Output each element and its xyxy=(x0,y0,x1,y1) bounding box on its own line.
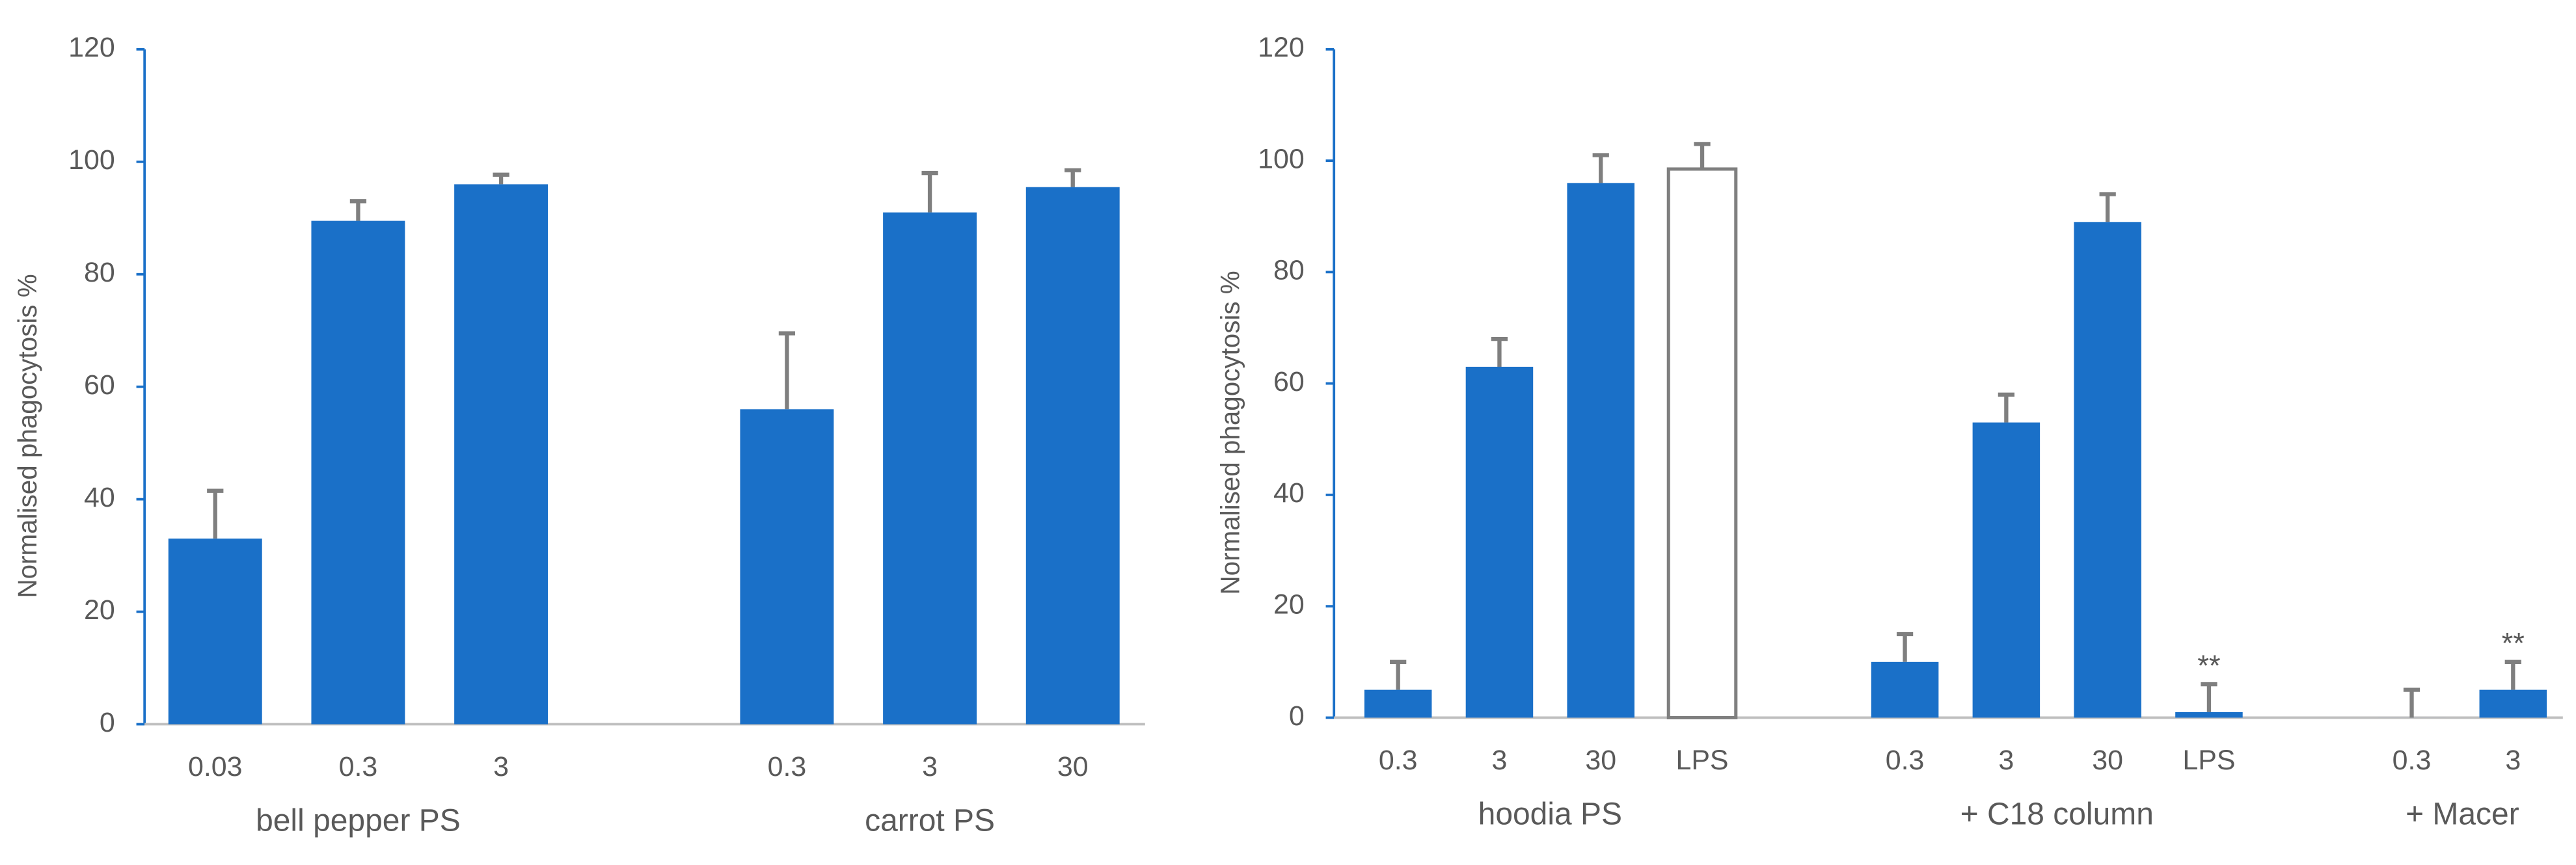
bar xyxy=(1465,366,1534,718)
bar xyxy=(454,184,549,725)
x-tick-label: 3 xyxy=(922,751,938,782)
group-label: + C18 column xyxy=(1960,797,2154,832)
group-label: hoodia PS xyxy=(1478,797,1622,832)
x-tick-label: 3 xyxy=(1492,745,1508,776)
group-label: + Macer xyxy=(2406,797,2519,832)
y-tick-label: 0 xyxy=(1289,700,1305,732)
y-tick-label: 0 xyxy=(100,707,115,738)
x-tick-label: 0.3 xyxy=(1886,745,1925,776)
y-tick-label: 100 xyxy=(1258,143,1305,174)
x-tick-label: 0.3 xyxy=(768,751,807,782)
bar xyxy=(311,220,405,725)
bar xyxy=(1025,187,1120,725)
x-tick-label: 30 xyxy=(2092,745,2123,776)
x-tick-label: 3 xyxy=(2505,745,2521,776)
group-label: bell pepper PS xyxy=(256,804,461,838)
bar xyxy=(883,212,977,725)
x-tick-label: 0.03 xyxy=(188,751,243,782)
y-tick-label: 40 xyxy=(1273,477,1305,509)
y-tick-label: 20 xyxy=(84,594,115,626)
x-tick-label: 3 xyxy=(493,751,509,782)
x-tick-label: 3 xyxy=(1998,745,2014,776)
y-tick-label: 60 xyxy=(1273,366,1305,397)
y-axis-label: Normalised phagocytosis % xyxy=(1215,271,1245,594)
x-tick-label: 30 xyxy=(1057,751,1089,782)
y-tick-label: 100 xyxy=(68,144,115,176)
bar xyxy=(1567,183,1634,718)
x-tick-label: LPS xyxy=(2182,745,2235,776)
x-tick-label: 0.3 xyxy=(339,751,378,782)
y-tick-label: 120 xyxy=(1258,32,1305,63)
bar xyxy=(1666,167,1738,719)
bar xyxy=(740,409,834,725)
bar xyxy=(1364,689,1432,718)
y-axis-label: Normalised phagocytosis % xyxy=(12,274,42,598)
x-tick-label: 30 xyxy=(1585,745,1616,776)
annotation: ** xyxy=(2197,649,2220,682)
x-tick-label: LPS xyxy=(1675,745,1728,776)
bar xyxy=(2074,222,2141,718)
bar xyxy=(2175,712,2243,718)
y-tick-label: 80 xyxy=(1273,255,1305,286)
x-tick-label: 0.3 xyxy=(2393,745,2432,776)
bar xyxy=(2479,689,2547,718)
y-tick-label: 20 xyxy=(1273,589,1305,620)
chart: 0 20 40 60 80 100 120 Normalised phagocytosis %… xyxy=(12,32,1145,838)
bar xyxy=(1972,422,2040,718)
annotation: ** xyxy=(2502,627,2525,660)
bar xyxy=(1871,661,1939,718)
y-tick-label: 60 xyxy=(84,369,115,401)
group-label: carrot PS xyxy=(865,804,995,838)
x-tick-label: 0.3 xyxy=(1379,745,1418,776)
bar xyxy=(168,539,262,725)
y-tick-label: 80 xyxy=(84,257,115,288)
y-tick-label: 40 xyxy=(84,482,115,513)
chart: 0 20 40 60 80 100 120 Normalised phagocytosis %… xyxy=(1215,32,2563,832)
y-tick-label: 120 xyxy=(68,32,115,63)
